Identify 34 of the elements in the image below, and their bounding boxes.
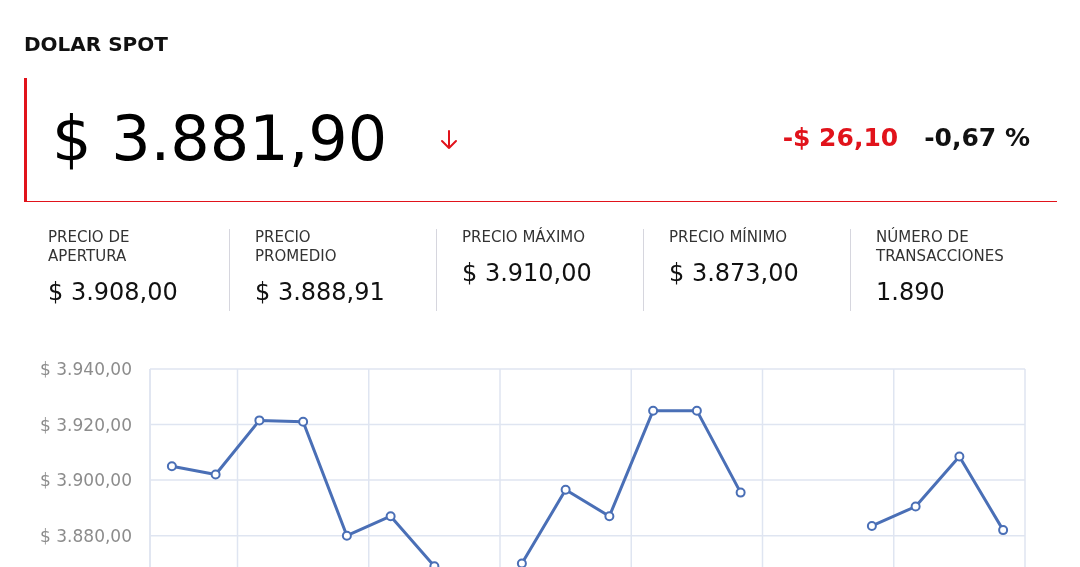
- point: [735, 487, 746, 498]
- text: -$ 26,10: [782, 122, 899, 154]
- text: 1.890: [876, 278, 946, 306]
- text: $ 3.908,00: [48, 278, 179, 306]
- point: [691, 405, 702, 416]
- point: [516, 558, 527, 567]
- text: PRECIO PROMEDIO: [255, 228, 338, 266]
- text: $ 3.873,00: [669, 259, 800, 287]
- point: [604, 511, 615, 522]
- text: NÚMERO DE TRANSACCIONES: [876, 228, 1005, 266]
- text: $ 3.881,90: [52, 102, 388, 175]
- point: [298, 416, 309, 427]
- point: [866, 520, 877, 531]
- point: [254, 415, 265, 426]
- y-tick-label: $ 3.900,00: [40, 470, 132, 491]
- point: [341, 530, 352, 541]
- text: -0,67 %: [924, 122, 1030, 154]
- chart-title: DOLAR SPOT: [24, 32, 168, 56]
- y-tick-label: $ 3.940,00: [40, 359, 132, 380]
- point: [954, 451, 965, 462]
- point: [560, 484, 571, 495]
- text: PRECIO DE APERTURA: [48, 228, 131, 266]
- point: [998, 525, 1009, 536]
- point: [210, 469, 221, 480]
- y-tick-label: $ 3.920,00: [40, 414, 132, 435]
- y-tick-label: $ 3.880,00: [40, 525, 132, 546]
- point: [648, 405, 659, 416]
- text: PRECIO MÁXIMO: [462, 228, 587, 247]
- text: $ 3.888,91: [255, 278, 386, 306]
- text: PRECIO MÍNIMO: [669, 228, 789, 247]
- point: [910, 501, 921, 512]
- point: [166, 461, 177, 472]
- text: $ 3.910,00: [462, 259, 593, 287]
- point: [385, 511, 396, 522]
